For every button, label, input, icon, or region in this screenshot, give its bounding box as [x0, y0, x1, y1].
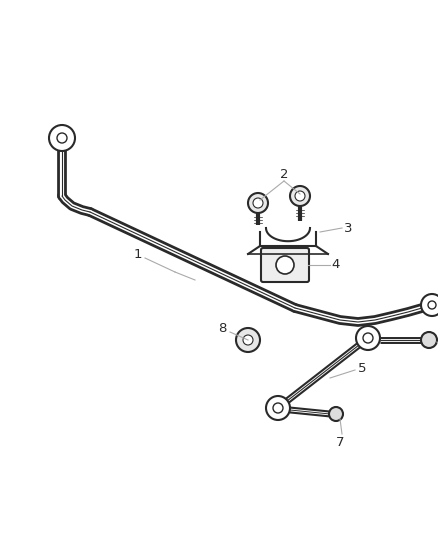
Text: 1: 1 — [134, 248, 142, 262]
Text: 5: 5 — [358, 361, 366, 375]
Circle shape — [266, 396, 290, 420]
Circle shape — [290, 186, 310, 206]
Circle shape — [248, 193, 268, 213]
Circle shape — [428, 301, 436, 309]
Circle shape — [295, 191, 305, 201]
Text: 3: 3 — [344, 222, 352, 235]
FancyBboxPatch shape — [261, 248, 309, 282]
Circle shape — [253, 198, 263, 208]
Text: 4: 4 — [332, 259, 340, 271]
Text: 2: 2 — [280, 168, 288, 182]
Circle shape — [49, 125, 75, 151]
Circle shape — [276, 256, 294, 274]
Circle shape — [236, 328, 260, 352]
Circle shape — [57, 133, 67, 143]
Circle shape — [273, 403, 283, 413]
Circle shape — [421, 332, 437, 348]
Circle shape — [356, 326, 380, 350]
Circle shape — [421, 294, 438, 316]
Text: 7: 7 — [336, 435, 344, 448]
Circle shape — [363, 333, 373, 343]
Text: 8: 8 — [218, 321, 226, 335]
Circle shape — [329, 407, 343, 421]
Circle shape — [243, 335, 253, 345]
